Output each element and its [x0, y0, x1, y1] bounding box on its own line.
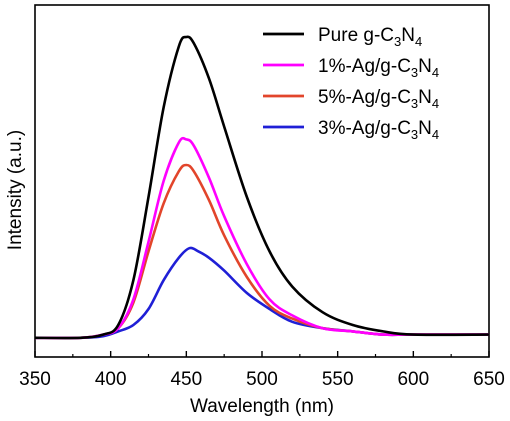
legend-text-main: N [418, 56, 432, 77]
legend-label-3-ag-g-c3n4: 3%-Ag/g-C3N4 [318, 118, 439, 142]
x-axis-label: Wavelength (nm) [190, 396, 334, 417]
series-line-1-ag-g-c3n4 [34, 136, 489, 340]
y-axis-label: Intensity (a.u.) [5, 130, 26, 250]
legend-text-main: N [418, 118, 432, 139]
series-line-pure-g-c3n4 [34, 35, 490, 340]
legend: Pure g-C3N41%-Ag/g-C3N45%-Ag/g-C3N43%-Ag… [263, 25, 439, 142]
x-tick-label: 450 [170, 369, 202, 390]
legend-text-main: Pure g-C [318, 25, 394, 46]
legend-text-subscript: 4 [432, 65, 439, 80]
legend-text-subscript: 3 [411, 65, 418, 80]
x-tick-label: 550 [322, 369, 354, 390]
legend-text-main: N [418, 87, 432, 108]
legend-text-subscript: 3 [411, 127, 418, 142]
legend-text-subscript: 3 [411, 96, 418, 111]
x-tick-label: 650 [473, 369, 505, 390]
x-tick-label: 500 [246, 369, 278, 390]
series-line-5-ag-g-c3n4 [34, 163, 489, 340]
legend-text-main: 1%-Ag/g-C [318, 56, 411, 77]
legend-text-main: 3%-Ag/g-C [318, 118, 411, 139]
legend-text-subscript: 4 [432, 127, 439, 142]
x-tick-label: 600 [397, 369, 429, 390]
series-line-3-ag-g-c3n4 [34, 246, 489, 340]
legend-text-subscript: 3 [394, 34, 401, 49]
x-tick-label: 400 [95, 369, 127, 390]
legend-label-pure-g-c3n4: Pure g-C3N4 [318, 25, 422, 49]
legend-label-1-ag-g-c3n4: 1%-Ag/g-C3N4 [318, 56, 439, 80]
x-tick-label: 350 [19, 369, 51, 390]
legend-label-5-ag-g-c3n4: 5%-Ag/g-C3N4 [318, 87, 439, 111]
legend-text-subscript: 4 [432, 96, 439, 111]
legend-text-main: 5%-Ag/g-C [318, 87, 411, 108]
legend-text-main: N [401, 25, 415, 46]
x-axis: 350 400 450 500 550 600 650 [19, 351, 505, 390]
series-lines [34, 35, 490, 340]
legend-text-subscript: 4 [415, 34, 422, 49]
